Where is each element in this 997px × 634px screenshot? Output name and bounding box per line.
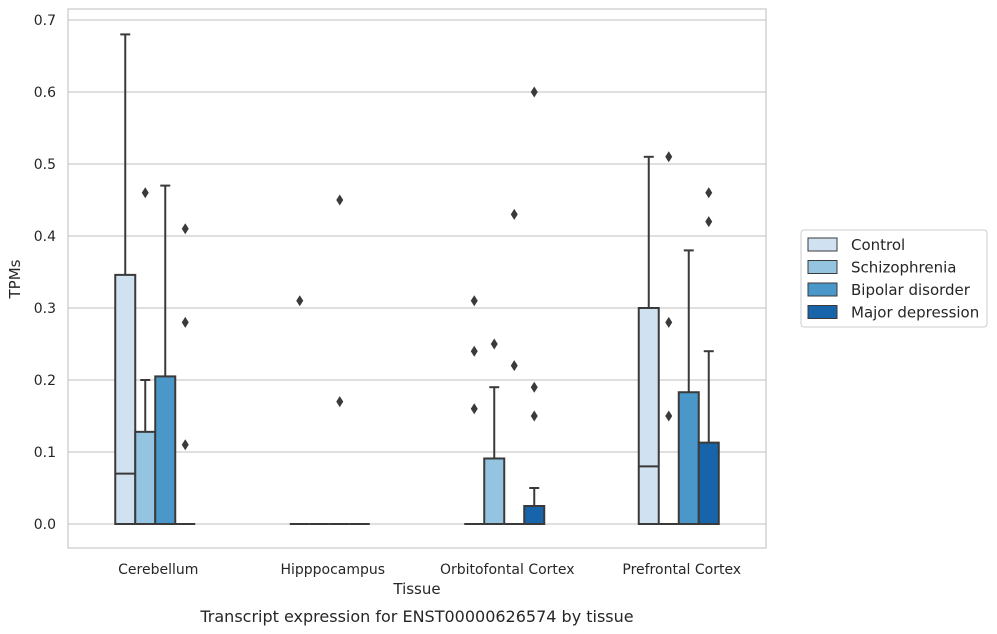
box — [523, 505, 546, 525]
outlier-point — [141, 187, 149, 199]
outlier-point — [181, 316, 189, 328]
outlier-point — [490, 338, 498, 350]
box — [637, 307, 660, 525]
outlier-point — [665, 410, 673, 422]
legend-frame — [800, 229, 988, 328]
y-tick-labels: 0.0 0.1 0.2 0.3 0.4 0.5 0.6 0.7 — [34, 13, 56, 533]
legend-label: Schizophrenia — [851, 259, 956, 277]
legend-label: Control — [851, 236, 905, 254]
chart-caption: Transcript expression for ENST0000062657… — [199, 607, 633, 626]
box — [483, 457, 506, 526]
y-tick-label: 0.0 — [34, 517, 56, 533]
x-tick-labels: Cerebellum Hipppocampus Orbitofontal Corte… — [118, 562, 741, 578]
outlier-point — [181, 439, 189, 451]
y-axis-label: TPMs — [6, 259, 24, 299]
outlier-point — [470, 345, 478, 357]
box — [114, 273, 137, 525]
outlier-point — [470, 403, 478, 415]
y-tick-label: 0.3 — [34, 301, 56, 317]
outlier-point — [705, 216, 713, 228]
x-tick-label: Prefrontal Cortex — [622, 562, 741, 578]
box-series — [114, 33, 720, 526]
legend: Control Schizophrenia Bipolar disorder Majo… — [800, 229, 988, 328]
outlier-point — [470, 295, 478, 307]
legend-swatch — [807, 237, 838, 252]
outlier-point — [336, 396, 344, 408]
legend-label: Major depression — [851, 304, 979, 322]
y-tick-label: 0.2 — [34, 373, 56, 389]
x-axis-label: Tissue — [392, 580, 440, 598]
plot-frame — [67, 8, 767, 549]
outlier-point — [510, 208, 518, 220]
outlier-point — [530, 381, 538, 393]
outlier-point — [665, 151, 673, 163]
series-bipolar-disorder — [154, 184, 700, 525]
box — [677, 391, 700, 525]
y-tick-label: 0.1 — [34, 445, 56, 461]
x-tick-label: Hipppocampus — [280, 562, 385, 578]
outlier-point — [296, 295, 304, 307]
outlier-point — [665, 316, 673, 328]
outlier-point — [530, 410, 538, 422]
y-tick-label: 0.4 — [34, 229, 56, 245]
legend-swatch — [807, 260, 838, 274]
outlier-point — [510, 360, 518, 372]
box — [154, 375, 177, 525]
outlier-point — [705, 187, 713, 199]
box — [134, 430, 157, 525]
series-major-depression — [175, 86, 720, 526]
x-tick-label: Cerebellum — [118, 562, 198, 578]
series-control — [114, 33, 660, 525]
y-tick-label: 0.5 — [34, 157, 56, 173]
box — [697, 441, 720, 526]
outlier-point — [530, 86, 538, 98]
x-tick-label: Orbitofontal Cortex — [440, 562, 575, 578]
outlier-point — [181, 223, 189, 235]
legend-swatch — [807, 282, 838, 297]
series-schizophrenia — [134, 151, 679, 526]
legend-swatch — [807, 305, 838, 319]
y-tick-label: 0.7 — [34, 13, 56, 29]
y-tick-label: 0.6 — [34, 85, 56, 101]
outlier-point — [336, 194, 344, 206]
legend-label: Bipolar disorder — [851, 281, 971, 299]
